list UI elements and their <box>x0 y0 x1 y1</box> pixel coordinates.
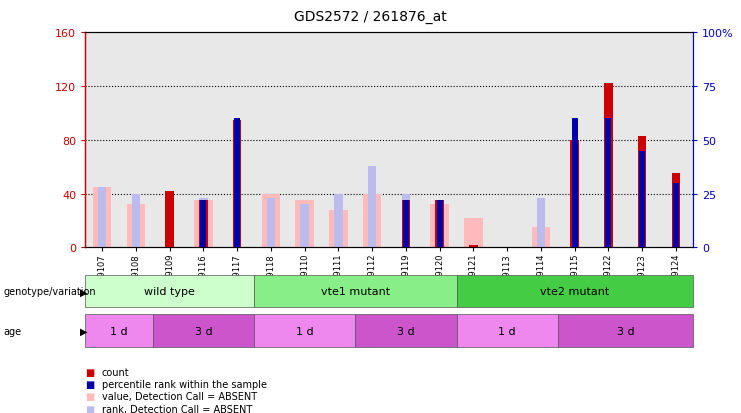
Bar <box>262 194 280 248</box>
Bar <box>403 201 409 248</box>
Text: 1 d: 1 d <box>110 326 127 336</box>
Text: ■: ■ <box>85 392 94 401</box>
Bar <box>98 188 106 248</box>
Bar <box>132 194 140 248</box>
Bar <box>368 166 376 248</box>
Text: vte1 mutant: vte1 mutant <box>321 287 390 297</box>
Bar <box>436 201 444 248</box>
Text: ▶: ▶ <box>80 287 87 297</box>
Text: value, Detection Call = ABSENT: value, Detection Call = ABSENT <box>102 392 256 401</box>
Text: age: age <box>4 326 21 336</box>
Text: GDS2572 / 261876_at: GDS2572 / 261876_at <box>294 10 447 24</box>
Text: ■: ■ <box>85 404 94 413</box>
Text: count: count <box>102 367 129 377</box>
Text: ■: ■ <box>85 379 94 389</box>
Bar <box>334 194 342 248</box>
Bar <box>638 136 646 248</box>
Bar <box>363 194 382 248</box>
Bar <box>267 198 275 248</box>
Text: vte2 mutant: vte2 mutant <box>540 287 609 297</box>
Text: 3 d: 3 d <box>397 326 415 336</box>
Text: rank, Detection Call = ABSENT: rank, Detection Call = ABSENT <box>102 404 252 413</box>
Bar <box>536 198 545 248</box>
Bar <box>300 205 309 248</box>
Bar <box>200 201 206 248</box>
Bar <box>296 201 314 248</box>
Text: 3 d: 3 d <box>195 326 212 336</box>
Bar <box>199 201 207 248</box>
Text: wild type: wild type <box>144 287 195 297</box>
Bar <box>127 205 145 248</box>
Bar <box>431 205 449 248</box>
Bar <box>233 120 242 248</box>
Bar <box>194 201 213 248</box>
Text: 3 d: 3 d <box>617 326 634 336</box>
Bar <box>329 210 348 248</box>
Text: 1 d: 1 d <box>296 326 313 336</box>
Bar <box>639 151 645 248</box>
Bar <box>604 84 613 248</box>
Text: ▶: ▶ <box>80 326 87 336</box>
Bar <box>165 191 174 248</box>
Text: genotype/variation: genotype/variation <box>4 287 96 297</box>
Bar <box>402 201 410 248</box>
Bar <box>469 245 478 248</box>
Bar <box>234 119 240 248</box>
Bar <box>531 228 551 248</box>
Bar <box>464 218 482 248</box>
Bar <box>572 119 578 248</box>
Text: percentile rank within the sample: percentile rank within the sample <box>102 379 267 389</box>
Text: 1 d: 1 d <box>499 326 516 336</box>
Bar <box>436 201 442 248</box>
Bar <box>402 194 410 248</box>
Bar <box>605 119 611 248</box>
Bar <box>571 140 579 248</box>
Bar <box>93 188 111 248</box>
Bar <box>672 174 680 248</box>
Text: ■: ■ <box>85 367 94 377</box>
Bar <box>673 183 679 248</box>
Bar <box>199 198 207 248</box>
